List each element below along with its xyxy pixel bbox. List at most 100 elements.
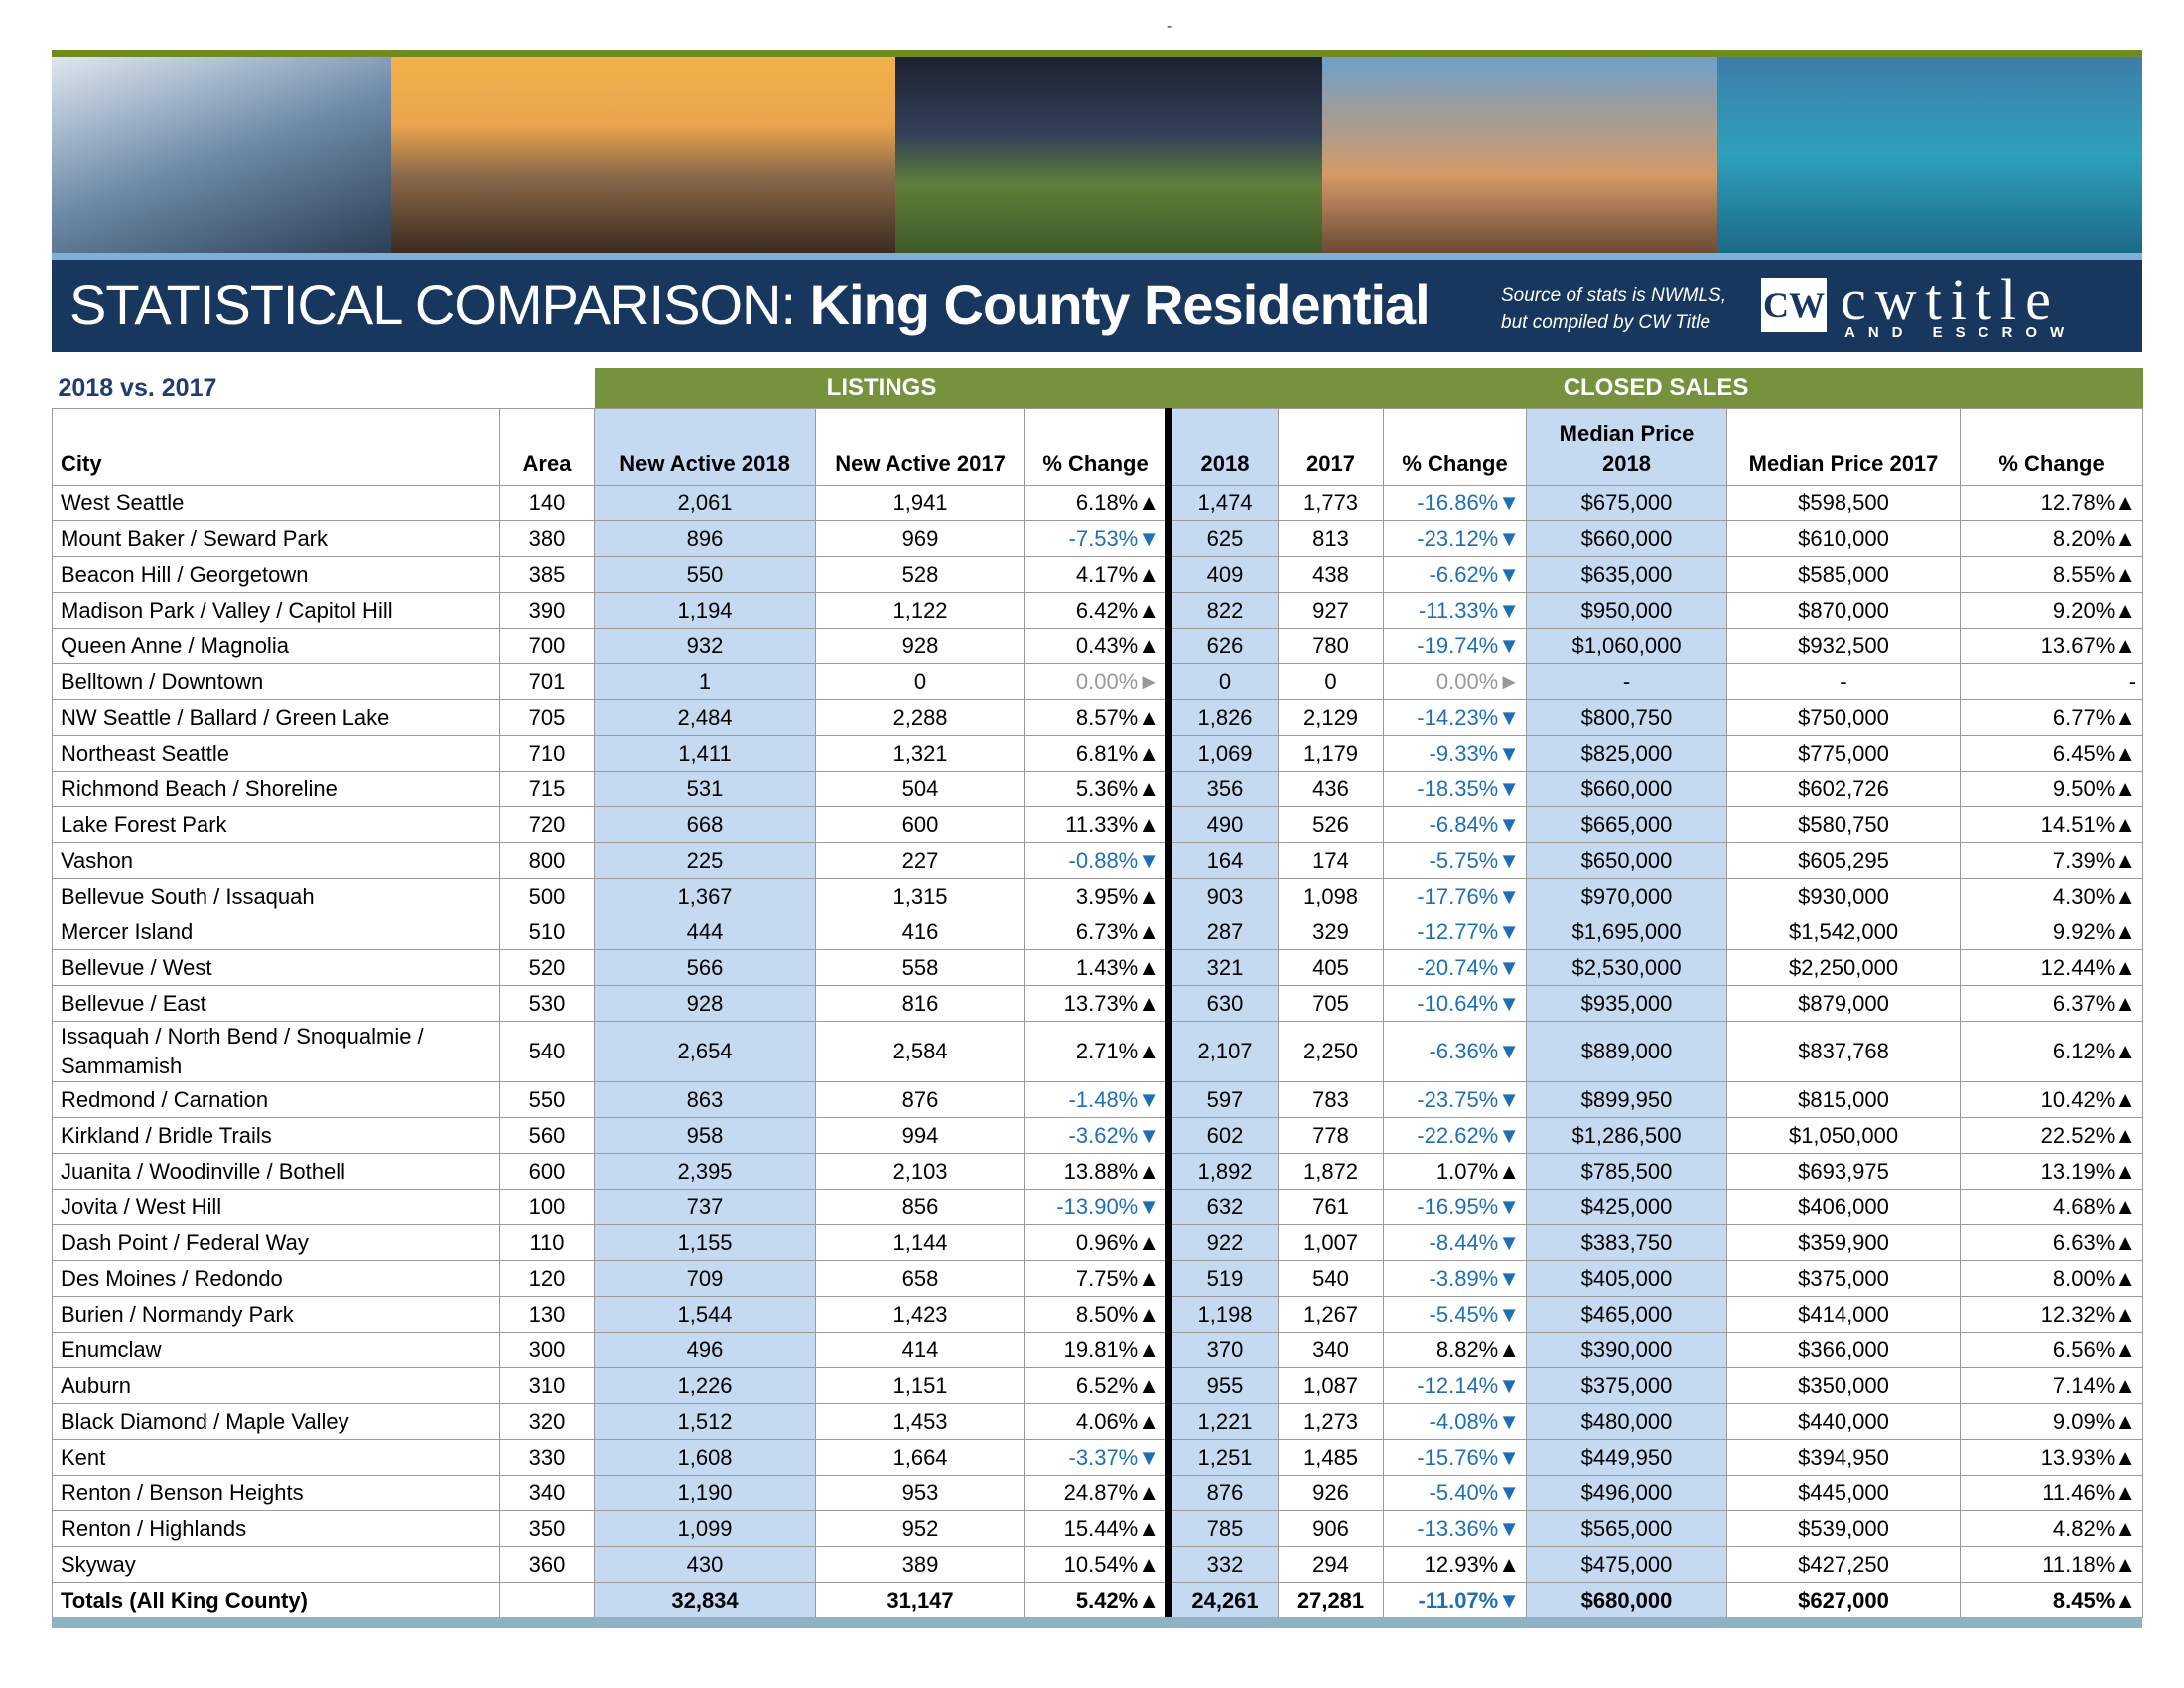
cell: Enumclaw (52, 1332, 500, 1368)
cell: $539,000 (1726, 1510, 1962, 1547)
cell: Bellevue / West (52, 949, 500, 986)
bottom-bar (52, 1617, 2142, 1628)
cell: 969 (815, 520, 1026, 557)
cell: -8.44%▼ (1383, 1224, 1528, 1261)
cell: 5.36%▲ (1024, 771, 1170, 807)
cell: -20.74%▼ (1383, 949, 1528, 986)
cell: 6.37%▲ (1960, 985, 2144, 1022)
cell: 1,453 (815, 1403, 1026, 1440)
cell: 12.44%▲ (1960, 949, 2144, 986)
cell: -10.64%▼ (1383, 985, 1528, 1022)
cell: 22.52%▲ (1960, 1117, 2144, 1154)
cell: 120 (498, 1260, 596, 1297)
cell: $598,500 (1726, 485, 1962, 521)
cell: 550 (594, 556, 817, 593)
cell: 416 (815, 914, 1026, 950)
cell: $665,000 (1526, 806, 1728, 843)
cell: 1,872 (1278, 1153, 1385, 1190)
cell: $627,000 (1726, 1582, 1962, 1618)
top-mark: - (1167, 18, 1173, 35)
cell: 778 (1278, 1117, 1385, 1154)
cell: $405,000 (1526, 1260, 1728, 1297)
cell: 816 (815, 985, 1026, 1022)
cell: 8.57%▲ (1024, 699, 1170, 736)
cell: 822 (1165, 592, 1280, 629)
cell: 13.93%▲ (1960, 1439, 2144, 1476)
cell: Redmond / Carnation (52, 1081, 500, 1118)
cell: -23.12%▼ (1383, 520, 1528, 557)
cell: Jovita / West Hill (52, 1189, 500, 1225)
cell: 710 (498, 735, 596, 772)
cell: 955 (1165, 1367, 1280, 1404)
cell: 360 (498, 1546, 596, 1583)
cell: Skyway (52, 1546, 500, 1583)
cell: -4.08%▼ (1383, 1403, 1528, 1440)
cell: 876 (1165, 1475, 1280, 1511)
cell: 350 (498, 1510, 596, 1547)
cell: -6.84%▼ (1383, 806, 1528, 843)
caption: 2018 vs. 2017 (58, 373, 217, 402)
cell: 1,485 (1278, 1439, 1385, 1476)
cell: $1,695,000 (1526, 914, 1728, 950)
cell: 310 (498, 1367, 596, 1404)
cell: 19.81%▲ (1024, 1332, 1170, 1368)
cell: 9.92%▲ (1960, 914, 2144, 950)
cell: 1.43%▲ (1024, 949, 1170, 986)
cell: 530 (498, 985, 596, 1022)
source-line: Source of stats is NWMLS, (1501, 285, 1727, 306)
cell: 705 (1278, 985, 1385, 1022)
cell: Renton / Highlands (52, 1510, 500, 1547)
cell: Renton / Benson Heights (52, 1475, 500, 1511)
data-row: NW Seattle / Ballard / Green Lake 705 2,48… (52, 699, 2144, 736)
cell: - (1526, 663, 1728, 700)
title-bold: King County Residential (809, 273, 1431, 336)
cell: 8.00%▲ (1960, 1260, 2144, 1297)
data-row: Mount Baker / Seward Park 380 896 969 -7.53%… (52, 520, 2144, 557)
cell: Northeast Seattle (52, 735, 500, 772)
cell: 783 (1278, 1081, 1385, 1118)
cell: 602 (1165, 1117, 1280, 1154)
cell: $650,000 (1526, 842, 1728, 879)
cell: Mercer Island (52, 914, 500, 950)
cell: 6.12%▲ (1960, 1021, 2144, 1082)
cell: -5.75%▼ (1383, 842, 1528, 879)
cell: -5.40%▼ (1383, 1475, 1528, 1511)
title-light: STATISTICAL COMPARISON: (69, 273, 796, 336)
cell: 409 (1165, 556, 1280, 593)
totals-row: Totals (All King County) 32,834 31,147 5.42… (52, 1582, 2144, 1618)
cell: 356 (1165, 771, 1280, 807)
cell: - (1726, 663, 1962, 700)
cell: 9.50%▲ (1960, 771, 2144, 807)
cell: 1,007 (1278, 1224, 1385, 1261)
cell: 3.95%▲ (1024, 878, 1170, 914)
cell: 2,107 (1165, 1021, 1280, 1082)
cell: Juanita / Woodinville / Bothell (52, 1153, 500, 1190)
cell: 2,061 (594, 485, 817, 521)
cell: 4.82%▲ (1960, 1510, 2144, 1547)
cell: Kirkland / Bridle Trails (52, 1117, 500, 1154)
cell: 2,288 (815, 699, 1026, 736)
cell: 6.18%▲ (1024, 485, 1170, 521)
data-row: Kirkland / Bridle Trails 560 958 994 -3.62%▼… (52, 1117, 2144, 1154)
cell: $825,000 (1526, 735, 1728, 772)
cell: 540 (1278, 1260, 1385, 1297)
cell: 896 (594, 520, 817, 557)
cell: -18.35%▼ (1383, 771, 1528, 807)
cell: $635,000 (1526, 556, 1728, 593)
column-header: % Change (1960, 408, 2144, 486)
cell: 300 (498, 1332, 596, 1368)
cell: 1,941 (815, 485, 1026, 521)
cell: 560 (498, 1117, 596, 1154)
cell: 600 (498, 1153, 596, 1190)
accent-line (52, 253, 2142, 260)
cell: 370 (1165, 1332, 1280, 1368)
cell: 519 (1165, 1260, 1280, 1297)
cell: 1,826 (1165, 699, 1280, 736)
cell: -22.62%▼ (1383, 1117, 1528, 1154)
cell: $605,295 (1726, 842, 1962, 879)
data-row: West Seattle 140 2,061 1,941 6.18%▲ 1,474 1,77… (52, 485, 2144, 521)
cell: 709 (594, 1260, 817, 1297)
cell: -17.76%▼ (1383, 878, 1528, 914)
group-header: CLOSED SALES (1168, 368, 2143, 409)
cell: 8.50%▲ (1024, 1296, 1170, 1333)
